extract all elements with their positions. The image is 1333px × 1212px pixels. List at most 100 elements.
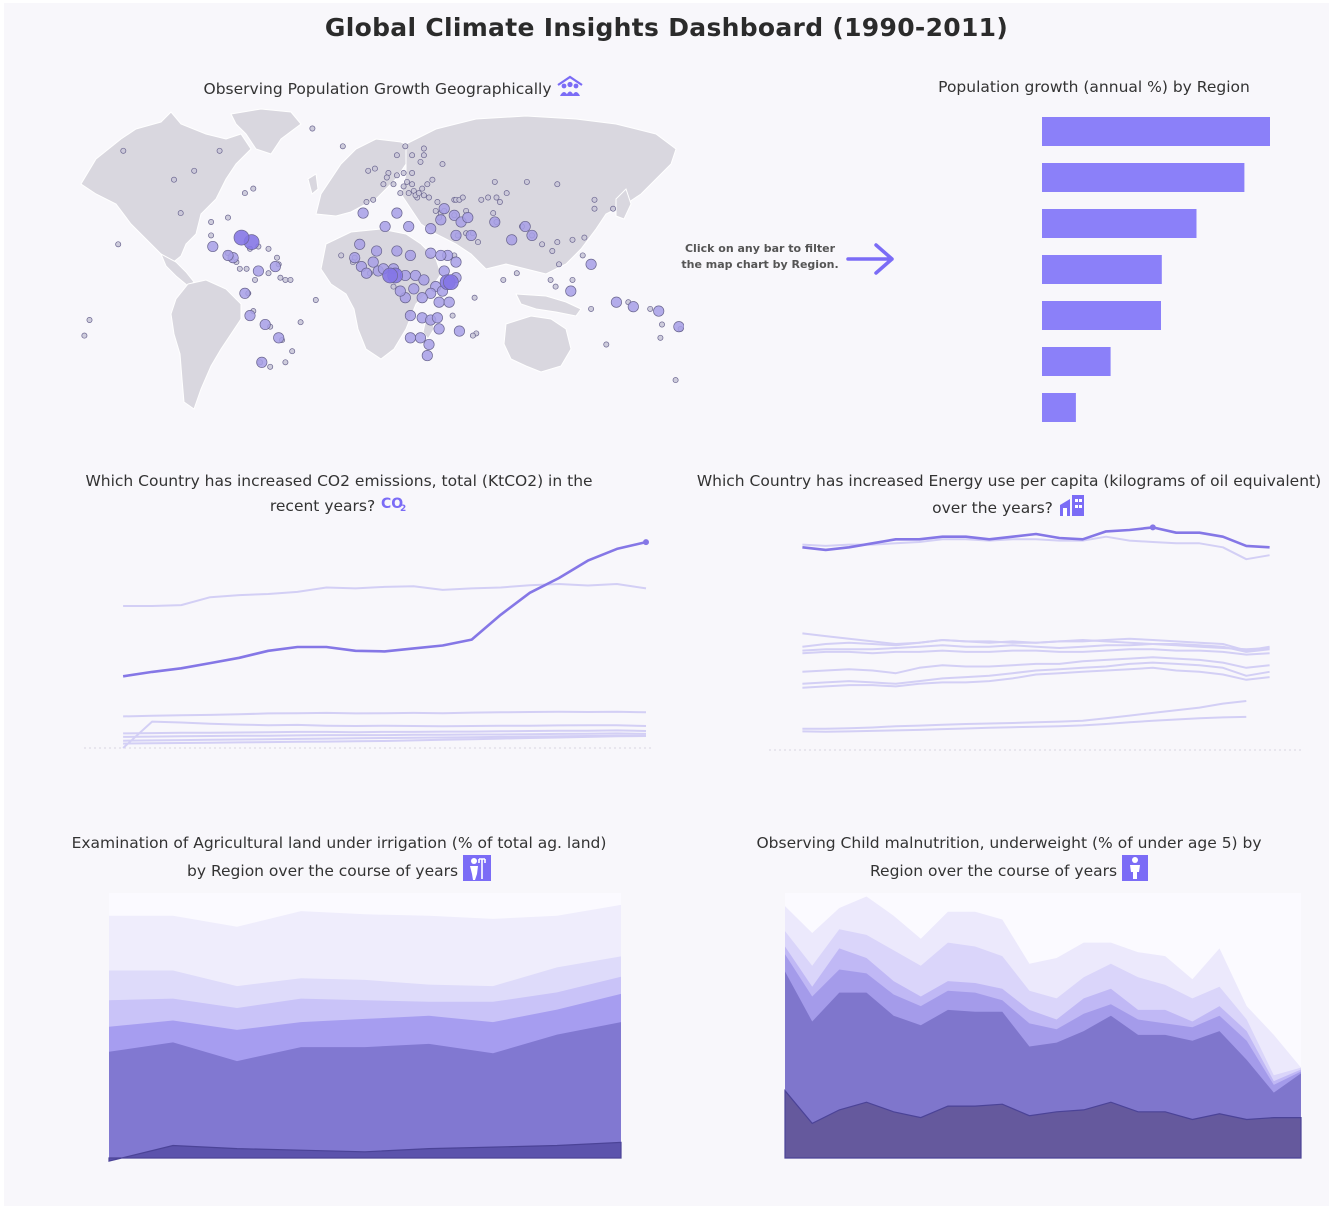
map-point[interactable] — [339, 143, 346, 150]
map-point[interactable] — [569, 236, 576, 243]
map-point[interactable] — [610, 205, 617, 212]
map-point[interactable] — [391, 207, 403, 219]
map-point[interactable] — [225, 214, 231, 221]
map-point[interactable] — [269, 261, 281, 273]
map-point[interactable] — [443, 274, 459, 291]
map-point[interactable] — [588, 305, 595, 312]
map-point[interactable] — [282, 276, 289, 283]
map-point[interactable] — [471, 294, 478, 301]
map-point[interactable] — [370, 196, 377, 203]
map-point[interactable] — [569, 276, 576, 283]
map-point[interactable] — [115, 241, 122, 248]
map-point[interactable] — [403, 220, 415, 233]
series-line[interactable] — [123, 734, 646, 742]
map-point[interactable] — [244, 310, 256, 322]
series-line[interactable] — [802, 715, 1247, 733]
energy-line-chart[interactable] — [699, 523, 1309, 793]
map-point[interactable] — [429, 176, 436, 183]
map-point[interactable] — [493, 194, 500, 201]
series-line[interactable] — [802, 666, 1270, 689]
map-point[interactable] — [424, 181, 431, 188]
map-point[interactable] — [418, 274, 430, 286]
map-point[interactable] — [465, 229, 477, 241]
map-point[interactable] — [252, 276, 258, 283]
map-point[interactable] — [390, 283, 397, 290]
population-growth-bar[interactable] — [1042, 255, 1162, 284]
map-point[interactable] — [383, 174, 390, 181]
map-point[interactable] — [371, 245, 383, 257]
map-point[interactable] — [490, 210, 497, 217]
map-point[interactable] — [579, 252, 586, 259]
irrigation-area-chart[interactable] — [19, 888, 639, 1193]
series-line[interactable] — [123, 732, 647, 738]
map-point[interactable] — [233, 229, 250, 246]
stacked-area-layer[interactable] — [784, 1089, 1302, 1159]
map-point[interactable] — [207, 240, 219, 253]
map-point[interactable] — [393, 172, 400, 179]
population-growth-bar[interactable] — [1042, 209, 1197, 238]
series-line[interactable] — [123, 735, 647, 745]
map-point[interactable] — [552, 283, 559, 290]
map-point[interactable] — [309, 125, 316, 132]
map-point[interactable] — [653, 305, 665, 317]
map-point[interactable] — [603, 341, 610, 348]
stacked-area-layer[interactable] — [109, 1022, 621, 1158]
map-point[interactable] — [265, 270, 272, 277]
map-point[interactable] — [419, 185, 426, 192]
map-point[interactable] — [449, 312, 456, 319]
map-point[interactable] — [177, 210, 184, 217]
map-point[interactable] — [506, 234, 518, 246]
map-point[interactable] — [513, 270, 520, 277]
map-point[interactable] — [120, 147, 127, 154]
map-point[interactable] — [547, 276, 554, 283]
map-point[interactable] — [222, 249, 234, 261]
series-line[interactable] — [123, 729, 647, 735]
map-point[interactable] — [526, 229, 538, 241]
map-point[interactable] — [523, 178, 530, 185]
map-point[interactable] — [289, 348, 296, 355]
map-point[interactable] — [554, 181, 561, 188]
map-point[interactable] — [297, 319, 304, 326]
map-point[interactable] — [565, 285, 577, 297]
map-point[interactable] — [397, 190, 404, 197]
map-point[interactable] — [405, 190, 412, 197]
map-point[interactable] — [239, 287, 251, 299]
series-line[interactable] — [802, 648, 1270, 656]
series-line[interactable] — [123, 583, 647, 607]
co2-line-chart[interactable] — [24, 523, 654, 793]
map-point[interactable] — [273, 332, 285, 344]
map-point[interactable] — [549, 248, 556, 254]
map-point[interactable] — [252, 265, 264, 277]
map-point[interactable] — [459, 194, 466, 201]
map-point[interactable] — [380, 181, 387, 188]
map-point[interactable] — [409, 152, 416, 159]
series-line[interactable] — [122, 720, 647, 749]
map-point[interactable] — [443, 296, 455, 308]
map-point[interactable] — [394, 285, 406, 297]
map-point[interactable] — [265, 245, 272, 252]
map-point[interactable] — [393, 152, 400, 159]
population-growth-bar[interactable] — [1042, 117, 1270, 146]
map-point[interactable] — [243, 265, 250, 272]
map-point[interactable] — [439, 161, 446, 168]
map-point[interactable] — [438, 203, 450, 215]
map-point[interactable] — [208, 232, 215, 239]
map-point[interactable] — [416, 292, 428, 304]
series-line[interactable] — [802, 637, 1270, 652]
map-point[interactable] — [425, 223, 437, 235]
map-point[interactable] — [450, 229, 462, 241]
map-point[interactable] — [379, 220, 391, 233]
map-point[interactable] — [496, 199, 503, 205]
map-point[interactable] — [354, 238, 366, 250]
map-point[interactable] — [404, 249, 416, 261]
map-point[interactable] — [360, 267, 373, 279]
map-point[interactable] — [554, 239, 561, 246]
map-point[interactable] — [491, 178, 498, 185]
map-point[interactable] — [500, 276, 507, 283]
map-point[interactable] — [409, 170, 416, 176]
map-point[interactable] — [417, 158, 424, 165]
map-point[interactable] — [450, 256, 462, 268]
map-point[interactable] — [627, 301, 639, 313]
map-point[interactable] — [672, 377, 679, 384]
map-point[interactable] — [426, 194, 432, 201]
